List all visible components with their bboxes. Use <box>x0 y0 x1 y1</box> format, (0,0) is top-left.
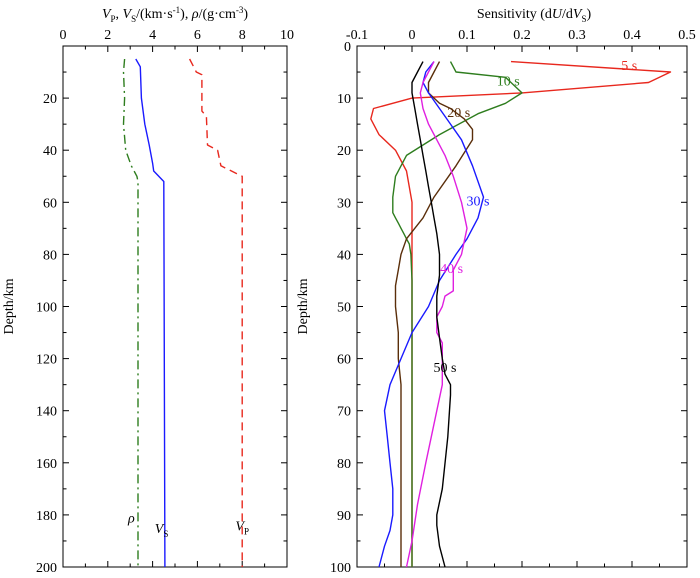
x-tick-label: 0 <box>60 28 67 43</box>
y-tick-label: 80 <box>43 248 57 263</box>
y-tick-label: 140 <box>36 405 57 420</box>
right-chart-title: Sensitivity (dU/dVS) <box>477 7 592 24</box>
series-label-30-s: 30 s <box>467 194 490 209</box>
series-line-40-s <box>405 61 468 568</box>
series-label-50-s: 50 s <box>434 361 457 376</box>
series-line-- <box>122 58 139 567</box>
series-label--: ρ <box>127 512 135 527</box>
x-tick-label: 0.1 <box>458 28 476 43</box>
right-panel: -0.1 0 0.1 0.2 0.3 0.4 0.501020304050607080901… <box>296 7 696 576</box>
series-label-10-s: 10 s <box>497 75 520 90</box>
y-axis-label: Depth/km <box>296 278 311 334</box>
x-tick-label: 10 <box>280 28 294 43</box>
y-tick-label: 160 <box>36 457 57 472</box>
series-label-40-s: 40 s <box>440 262 463 277</box>
y-tick-label: 90 <box>337 509 351 524</box>
series-label-5-s: 5 s <box>621 59 637 74</box>
x-tick-label: 0 <box>409 28 416 43</box>
series-label-v-s: VS <box>155 522 169 539</box>
x-tick-label: 4 <box>149 28 156 43</box>
y-tick-label: 40 <box>337 248 351 263</box>
y-tick-label: 30 <box>337 196 351 211</box>
y-tick-label: 100 <box>36 301 57 316</box>
y-tick-label: 10 <box>337 92 351 107</box>
x-tick-label: 6 <box>194 28 201 43</box>
series-label-20-s: 20 s <box>447 106 470 121</box>
series-line-50-s <box>411 61 452 568</box>
y-tick-label: 0 <box>344 40 351 55</box>
series-line-v-s <box>135 58 166 568</box>
x-tick-label: 2 <box>104 28 111 43</box>
y-tick-label: 120 <box>36 353 57 368</box>
series-line-30-s <box>378 61 485 568</box>
y-tick-label: 100 <box>330 561 351 576</box>
y-tick-label: 200 <box>36 561 57 576</box>
x-tick-label: 0.2 <box>513 28 531 43</box>
y-tick-label: 70 <box>337 405 351 420</box>
x-tick-label: 0.4 <box>623 28 641 43</box>
left-panel: 0 2 4 6 8 10 20 40 60 80 100 120 140 160 180 200 Depth/k… <box>2 5 294 576</box>
series-line-20-s <box>394 61 474 567</box>
y-tick-label: 180 <box>36 509 57 524</box>
y-tick-label: 60 <box>337 353 351 368</box>
series-line-5-s <box>370 60 672 567</box>
y-tick-label: 40 <box>43 144 57 159</box>
y-axis-label: Depth/km <box>2 278 17 334</box>
x-tick-label: 8 <box>239 28 246 43</box>
plot-frame <box>62 45 288 568</box>
left-chart-title: VP, VS/(km·s-1), ρ/(g·cm-3) <box>102 5 248 24</box>
x-tick-label: 0.5 <box>678 28 696 43</box>
y-tick-label: 20 <box>43 92 57 107</box>
series-label-v-p: VP <box>235 520 249 537</box>
y-tick-label: 20 <box>337 144 351 159</box>
x-tick-label: -0.1 <box>346 28 368 43</box>
series-line-10-s <box>392 61 523 567</box>
y-tick-label: 60 <box>43 196 57 211</box>
y-tick-label: 80 <box>337 457 351 472</box>
x-tick-label: 0.3 <box>568 28 586 43</box>
plot-frame <box>356 45 688 568</box>
series-line-v-p <box>188 58 243 567</box>
y-tick-label: 50 <box>337 301 351 316</box>
